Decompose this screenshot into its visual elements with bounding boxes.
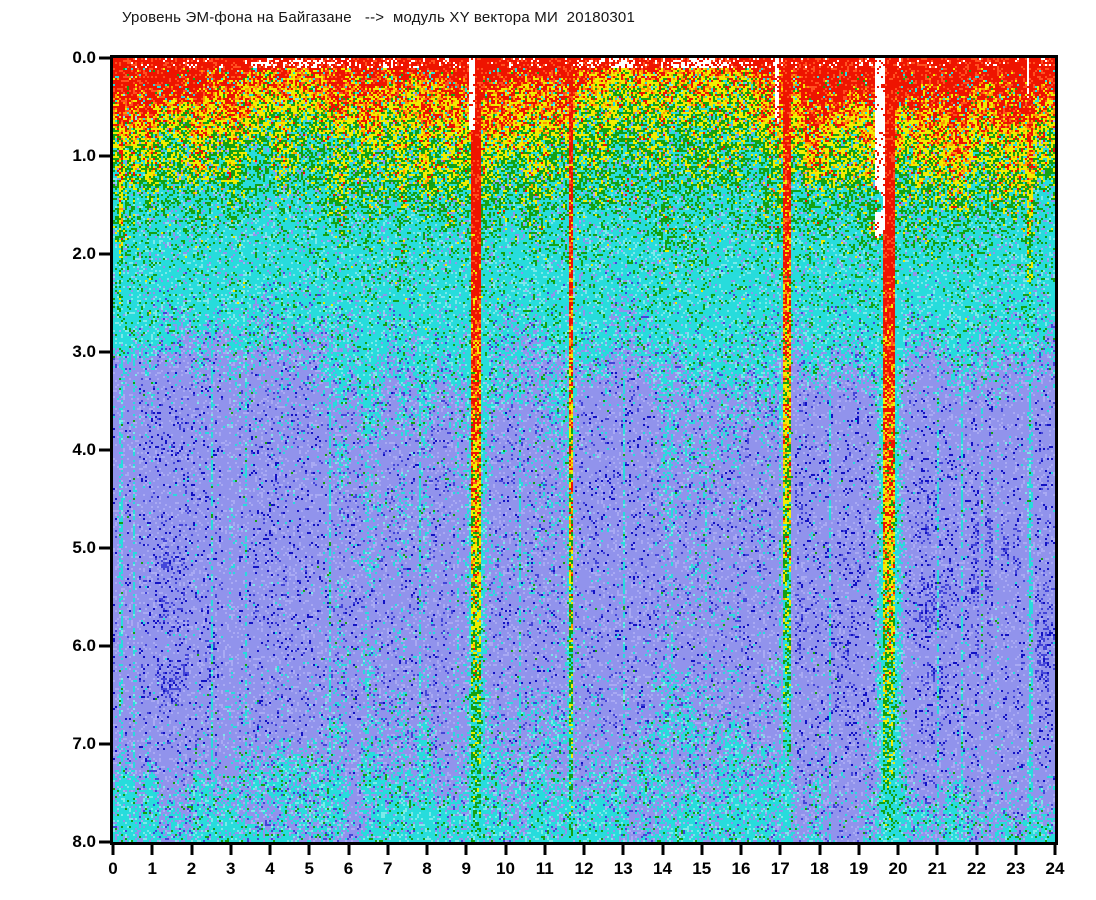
x-tick-mark (818, 845, 821, 855)
y-tick-label: 4.0 (72, 440, 96, 459)
x-tick-mark (150, 845, 154, 855)
x-tick-label: 7 (383, 859, 393, 878)
x-tick-mark (347, 845, 350, 855)
x-tick-mark (229, 845, 233, 855)
x-tick-mark (425, 845, 429, 855)
y-tick-label: 1.0 (72, 146, 96, 165)
x-tick-mark (661, 845, 664, 855)
chart-title: Уровень ЭМ-фона на Байгазане --> модуль … (122, 9, 636, 26)
y-tick-mark (99, 644, 110, 648)
x-tick-label: 10 (496, 859, 515, 878)
x-tick-mark (739, 845, 743, 855)
x-tick-mark (700, 845, 704, 855)
y-tick-label: 7.0 (72, 734, 96, 753)
x-tick-label: 18 (810, 859, 829, 878)
x-tick-mark (386, 845, 390, 855)
x-tick-label: 8 (422, 859, 432, 878)
y-tick-mark (99, 252, 110, 256)
y-tick-label: 8.0 (72, 832, 96, 851)
y-tick-mark (99, 546, 110, 550)
y-tick-label: 3.0 (72, 342, 96, 361)
x-tick-label: 21 (927, 859, 947, 878)
x-tick-label: 19 (849, 859, 869, 878)
x-tick-mark (504, 845, 507, 855)
y-tick-label: 6.0 (72, 636, 96, 655)
x-tick-label: 11 (535, 859, 554, 878)
x-tick-label: 12 (574, 859, 594, 878)
x-tick-mark (778, 845, 782, 855)
x-tick-mark (621, 845, 625, 855)
x-tick-label: 6 (343, 859, 354, 878)
spectrogram-plot (113, 58, 1055, 842)
y-tick-mark (99, 350, 110, 354)
x-tick-label: 5 (304, 859, 314, 878)
x-tick-label: 13 (613, 859, 633, 878)
x-tick-mark (1014, 845, 1018, 855)
y-tick-mark (99, 154, 110, 158)
x-tick-mark (975, 845, 978, 855)
x-tick-mark (111, 845, 115, 855)
x-tick-label: 17 (770, 859, 790, 878)
x-tick-mark (190, 845, 193, 855)
x-tick-mark (935, 845, 939, 855)
x-tick-mark (896, 845, 900, 855)
x-tick-label: 20 (888, 859, 908, 878)
x-tick-mark (268, 845, 272, 855)
x-tick-label: 14 (653, 859, 672, 878)
x-tick-mark (307, 845, 311, 855)
x-tick-mark (857, 845, 861, 855)
x-tick-mark (464, 845, 468, 855)
y-tick-mark (99, 742, 110, 746)
x-tick-label: 23 (1006, 859, 1026, 878)
x-tick-label: 0 (108, 859, 118, 878)
y-tick-mark (99, 56, 110, 60)
y-tick-label: 5.0 (72, 538, 96, 557)
x-tick-label: 16 (731, 859, 751, 878)
x-tick-label: 3 (226, 859, 236, 878)
x-tick-label: 24 (1045, 859, 1065, 878)
x-tick-label: 1 (147, 859, 157, 878)
y-tick-mark (99, 840, 110, 844)
x-tick-label: 2 (186, 859, 197, 878)
x-tick-mark (543, 845, 547, 855)
x-tick-label: 22 (967, 859, 986, 878)
y-tick-label: 2.0 (72, 244, 96, 263)
x-tick-label: 9 (461, 859, 471, 878)
y-tick-label: 0.0 (72, 48, 96, 67)
y-tick-mark (99, 448, 110, 452)
x-tick-mark (582, 845, 586, 855)
x-tick-label: 15 (692, 859, 712, 878)
x-tick-label: 4 (265, 859, 275, 878)
x-tick-mark (1053, 845, 1057, 855)
